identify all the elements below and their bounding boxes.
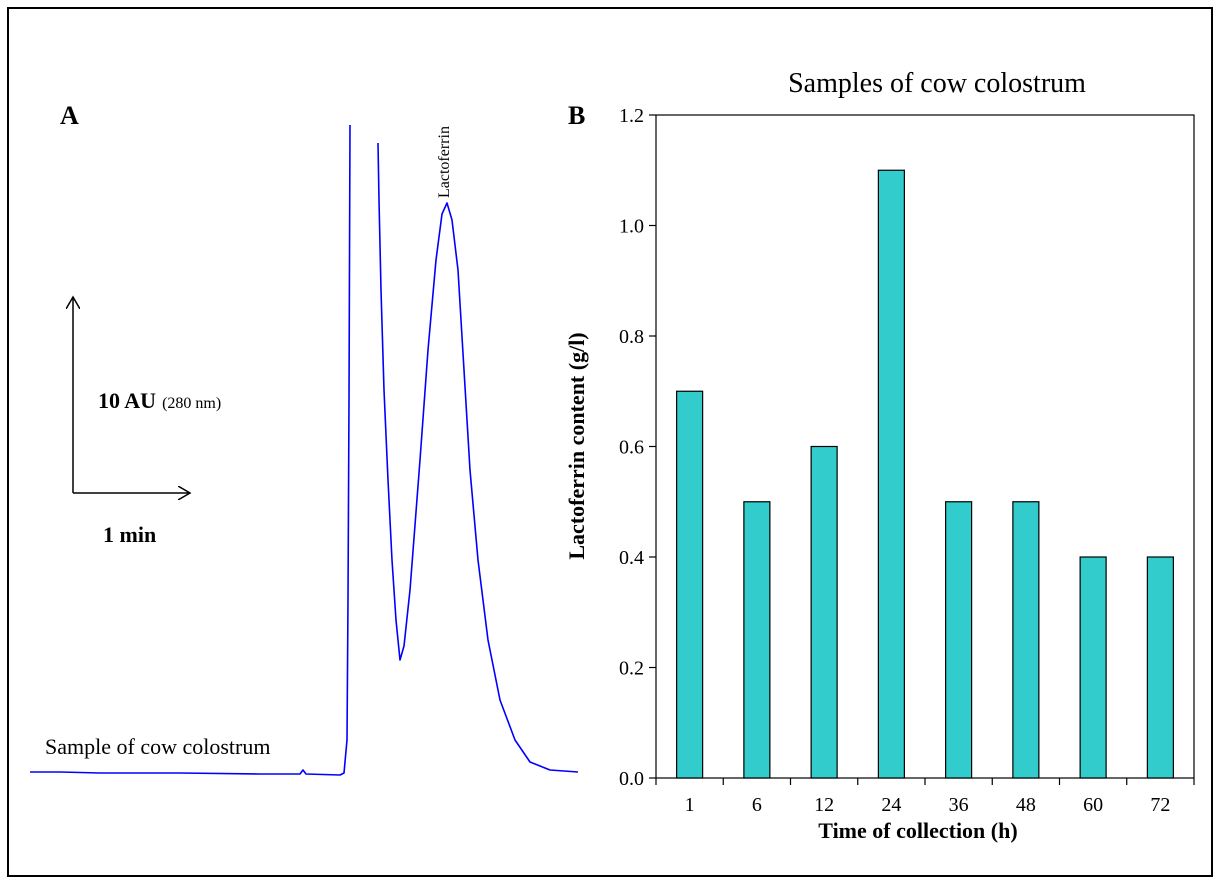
peak-label-lactoferrin: Lactoferrin	[436, 126, 453, 198]
panel-b-label: B	[568, 101, 585, 130]
x-tick-label: 60	[1083, 794, 1103, 816]
y-tick-label: 0.0	[619, 768, 644, 790]
y-tick-label: 0.4	[619, 547, 644, 569]
bar-12	[810, 445, 838, 779]
sample-label: Sample of cow colostrum	[45, 734, 270, 759]
x-tick-label: 12	[814, 794, 834, 816]
x-tick-label: 48	[1016, 794, 1036, 816]
bar-24	[877, 169, 905, 779]
y-tick-label: 0.2	[619, 658, 644, 680]
chart-title: Samples of cow colostrum	[788, 68, 1086, 99]
chromatogram-trace	[30, 124, 579, 776]
y-tick-label: 1.0	[619, 216, 644, 238]
plot-area: 0.0 0.2 0.4 0.6 0.8 1.0 1.2 1 6 12 24 36 48 60 72	[619, 105, 1195, 816]
x-tick-label: 36	[949, 794, 969, 816]
bar-6	[743, 501, 771, 779]
y-tick-label: 0.6	[619, 437, 644, 459]
bar-36	[945, 501, 973, 779]
bar-60	[1079, 556, 1107, 779]
plot-border	[655, 114, 1195, 779]
bar-1	[676, 390, 704, 779]
x-tick-label: 24	[881, 794, 901, 816]
x-tick-label: 6	[752, 794, 762, 816]
bar-48	[1012, 501, 1040, 779]
panel-b: B Samples of cow colostrum Lactoferrin c…	[564, 68, 1195, 843]
x-tick-label: 1	[685, 794, 695, 816]
scale-y-bold: 10 AU	[98, 388, 156, 413]
bar-72	[1146, 556, 1174, 779]
x-axis-label: Time of collection (h)	[818, 818, 1017, 843]
scale-x-label: 1 min	[103, 522, 156, 547]
scale-y-label: 10 AU (280 nm)	[98, 388, 221, 413]
y-tick-label: 0.8	[619, 326, 644, 348]
y-tick-label: 1.2	[619, 105, 644, 127]
scale-y-note: (280 nm)	[162, 395, 221, 412]
y-axis-label: Lactoferrin content (g/l)	[564, 332, 589, 559]
figure-frame	[7, 7, 1213, 877]
panel-a: A Lactoferrin Sample of cow colostrum 10…	[30, 101, 579, 776]
x-tick-label: 72	[1150, 794, 1170, 816]
panel-a-label: A	[60, 101, 79, 130]
